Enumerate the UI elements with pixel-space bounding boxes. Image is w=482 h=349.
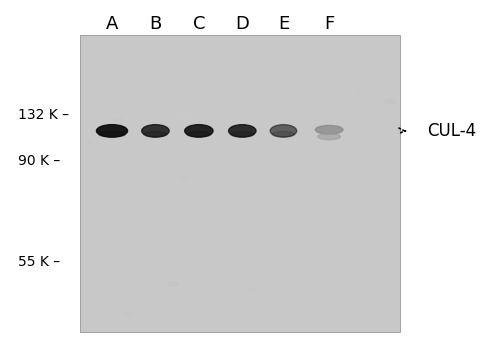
Text: D: D: [235, 15, 249, 34]
Ellipse shape: [230, 132, 254, 137]
Text: 132 K –: 132 K –: [18, 108, 69, 122]
Ellipse shape: [185, 125, 213, 137]
Ellipse shape: [358, 93, 360, 94]
Ellipse shape: [272, 132, 295, 137]
Text: E: E: [278, 15, 289, 34]
Ellipse shape: [270, 125, 297, 137]
Ellipse shape: [142, 125, 169, 137]
Text: CUL-4: CUL-4: [428, 122, 477, 140]
Ellipse shape: [99, 132, 125, 137]
Ellipse shape: [187, 132, 211, 137]
Ellipse shape: [228, 125, 256, 137]
Ellipse shape: [181, 114, 187, 117]
Text: A: A: [106, 15, 118, 34]
FancyBboxPatch shape: [80, 35, 400, 332]
Text: B: B: [149, 15, 161, 34]
Text: F: F: [324, 15, 335, 34]
Ellipse shape: [338, 241, 339, 242]
Text: 90 K –: 90 K –: [18, 154, 61, 168]
Text: 55 K –: 55 K –: [18, 255, 60, 269]
Ellipse shape: [318, 133, 340, 140]
Text: C: C: [193, 15, 205, 34]
Ellipse shape: [385, 100, 395, 104]
Ellipse shape: [96, 125, 128, 137]
Ellipse shape: [144, 132, 167, 137]
Ellipse shape: [168, 282, 178, 286]
Ellipse shape: [315, 125, 343, 134]
